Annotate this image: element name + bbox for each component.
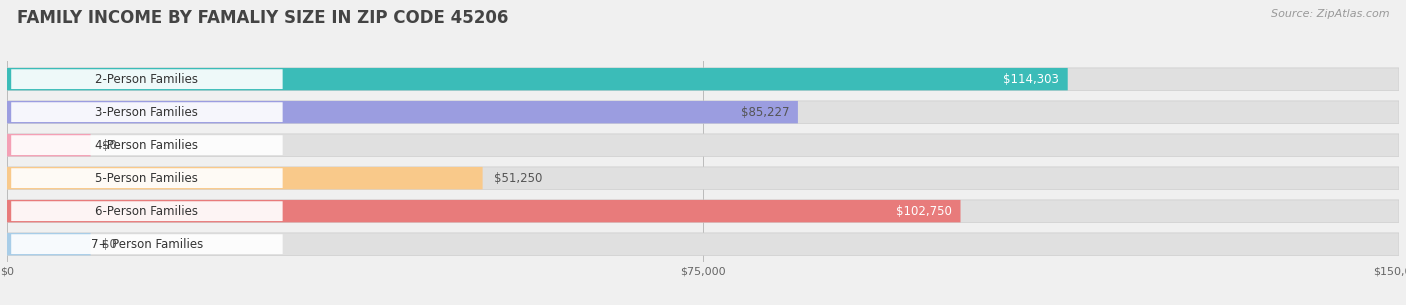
FancyBboxPatch shape bbox=[11, 102, 283, 122]
Text: 4-Person Families: 4-Person Families bbox=[96, 139, 198, 152]
Text: 3-Person Families: 3-Person Families bbox=[96, 106, 198, 119]
FancyBboxPatch shape bbox=[7, 68, 1067, 90]
FancyBboxPatch shape bbox=[7, 233, 90, 255]
FancyBboxPatch shape bbox=[7, 200, 1399, 222]
FancyBboxPatch shape bbox=[7, 134, 90, 156]
Text: $0: $0 bbox=[101, 139, 117, 152]
FancyBboxPatch shape bbox=[11, 69, 283, 89]
FancyBboxPatch shape bbox=[7, 134, 1399, 156]
FancyBboxPatch shape bbox=[7, 200, 960, 222]
FancyBboxPatch shape bbox=[7, 167, 482, 189]
FancyBboxPatch shape bbox=[7, 68, 1399, 90]
FancyBboxPatch shape bbox=[7, 233, 1399, 255]
FancyBboxPatch shape bbox=[7, 101, 797, 123]
Text: Source: ZipAtlas.com: Source: ZipAtlas.com bbox=[1271, 9, 1389, 19]
FancyBboxPatch shape bbox=[7, 101, 1399, 123]
Text: 6-Person Families: 6-Person Families bbox=[96, 205, 198, 218]
FancyBboxPatch shape bbox=[11, 168, 283, 188]
Text: $85,227: $85,227 bbox=[741, 106, 790, 119]
Text: 5-Person Families: 5-Person Families bbox=[96, 172, 198, 185]
Text: $0: $0 bbox=[101, 238, 117, 251]
Text: 7+ Person Families: 7+ Person Families bbox=[91, 238, 202, 251]
FancyBboxPatch shape bbox=[11, 135, 283, 155]
FancyBboxPatch shape bbox=[11, 234, 283, 254]
Text: $114,303: $114,303 bbox=[1004, 73, 1059, 86]
FancyBboxPatch shape bbox=[11, 201, 283, 221]
FancyBboxPatch shape bbox=[7, 167, 1399, 189]
Text: $102,750: $102,750 bbox=[896, 205, 952, 218]
Text: FAMILY INCOME BY FAMALIY SIZE IN ZIP CODE 45206: FAMILY INCOME BY FAMALIY SIZE IN ZIP COD… bbox=[17, 9, 508, 27]
Text: $51,250: $51,250 bbox=[494, 172, 543, 185]
Text: 2-Person Families: 2-Person Families bbox=[96, 73, 198, 86]
